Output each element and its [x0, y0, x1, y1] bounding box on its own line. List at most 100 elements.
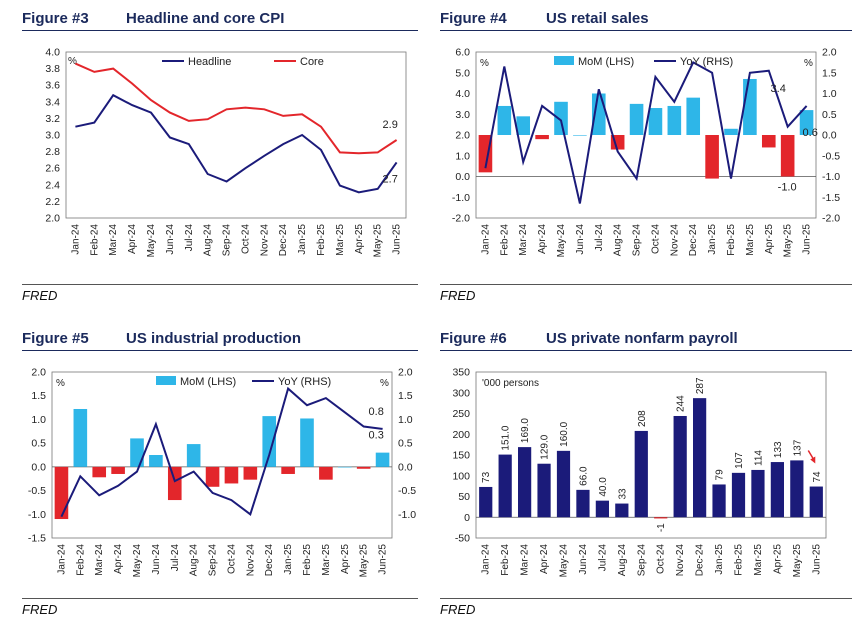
x-tick-label: Mar-24 [520, 544, 531, 576]
legend-swatch [156, 376, 176, 385]
bar [243, 466, 258, 480]
bar [686, 97, 701, 135]
unit-label-left: % [480, 58, 489, 69]
figure-4-panel: Figure #4 US retail sales -2.0 -1.0 0.0 1.0… [440, 8, 852, 308]
bar [205, 466, 220, 487]
y-tick-label: 2.0 [398, 367, 413, 379]
annotation-arrowhead [810, 456, 816, 464]
y-tick-label: 4.0 [45, 47, 60, 59]
data-label: 137 [792, 439, 803, 456]
bar [724, 128, 738, 135]
data-label: 107 [734, 452, 745, 469]
bar [615, 503, 629, 518]
data-label: 66.0 [578, 466, 589, 486]
bar [576, 489, 590, 518]
bar [498, 454, 512, 518]
x-tick-label: Oct-24 [240, 224, 251, 254]
x-tick-label: Aug-24 [617, 544, 628, 577]
x-tick-label: Aug-24 [613, 224, 624, 257]
x-tick-label: May-24 [132, 544, 143, 578]
x-tick-label: Sep-24 [222, 224, 233, 257]
x-tick-label: Mar-25 [321, 544, 332, 576]
bar [693, 398, 707, 518]
y-tick-label: 1.5 [822, 67, 837, 79]
x-tick-label: Feb-25 [302, 544, 313, 576]
y-tick-label: 6.0 [455, 47, 470, 59]
y-tick-label: -50 [455, 533, 470, 545]
x-tick-label: Jun-24 [165, 224, 176, 255]
x-tick-label: Jan-25 [714, 544, 725, 575]
series-line-headline [75, 93, 398, 194]
legend-swatch [554, 56, 574, 65]
source-label: FRED [440, 602, 476, 617]
figure-6-panel: Figure #6 US private nonfarm payroll -50… [440, 328, 852, 628]
x-tick-label: May-25 [373, 224, 384, 258]
y-tick-label: 0.0 [31, 461, 46, 473]
x-tick-label: Jan-25 [297, 224, 308, 255]
bar [281, 466, 295, 474]
x-tick-label: Apr-25 [354, 224, 365, 254]
data-label: 114 [753, 450, 764, 466]
bar [573, 135, 587, 136]
x-tick-label: Mar-25 [335, 224, 346, 256]
bar [73, 408, 88, 467]
x-tick-label: Feb-25 [316, 224, 327, 256]
y-tick-label: 300 [452, 387, 470, 399]
x-tick-label: Jan-24 [481, 544, 492, 575]
figure-header: Figure #6 US private nonfarm payroll [440, 328, 852, 351]
data-label: -1.0 [778, 182, 797, 194]
plot-area [51, 371, 393, 539]
figure-label: Figure #6 [440, 330, 507, 347]
data-label: 0.6 [803, 127, 818, 139]
industrial-production-chart: -1.5 -1.0 -0.5 0.0 0.5 1.0 1.5 2.0 -1.0 -0.5 0.0 0.… [28, 367, 416, 578]
data-label: 0.3 [369, 430, 384, 442]
bar [648, 108, 663, 135]
x-tick-label: Apr-25 [764, 224, 775, 254]
series-line-yoy [60, 386, 383, 518]
figure-label: Figure #5 [22, 330, 89, 347]
y-tick-label: -1.0 [398, 509, 416, 521]
data-label: 244 [676, 395, 687, 412]
x-tick-label: Apr-24 [539, 544, 550, 574]
figure-footer [22, 284, 418, 285]
plot-area [475, 51, 817, 219]
x-tick-label: Jun-24 [575, 224, 586, 255]
x-tick-label: Dec-24 [278, 224, 289, 257]
bar [479, 486, 493, 518]
x-tick-label: Apr-24 [537, 224, 548, 254]
x-tick-label: Sep-24 [208, 544, 219, 577]
x-tick-label: Sep-24 [632, 224, 643, 257]
figure-header: Figure #3 Headline and core CPI [22, 8, 418, 31]
x-tick-label: Jul-24 [597, 544, 608, 572]
figure-footer [22, 598, 418, 599]
bar [634, 430, 648, 518]
bar [535, 135, 549, 140]
figure-title: US retail sales [546, 10, 649, 27]
bar [319, 466, 333, 480]
x-tick-label: Jun-25 [811, 544, 822, 575]
legend-label: YoY (RHS) [680, 56, 733, 68]
y-tick-label: 4.0 [455, 88, 470, 100]
x-tick-label: Jan-25 [707, 224, 718, 255]
y-tick-label: 50 [458, 491, 470, 503]
bar [130, 438, 144, 467]
y-tick-label: 2.2 [45, 196, 60, 208]
series-line-core [74, 62, 398, 155]
figure-footer [440, 598, 852, 599]
y-tick-label: 2.0 [822, 47, 837, 59]
x-tick-label: Aug-24 [203, 224, 214, 257]
bar [799, 110, 814, 135]
legend-label: MoM (LHS) [578, 56, 634, 68]
data-label: 2.9 [383, 119, 398, 131]
y-tick-label: 5.0 [455, 67, 470, 79]
bar [743, 78, 757, 135]
data-label: 169.0 [520, 418, 531, 443]
unit-label-right: % [804, 58, 813, 69]
bar [54, 466, 69, 520]
bar [780, 135, 795, 177]
series-line-yoy [484, 61, 808, 204]
bar [556, 450, 571, 518]
y-tick-label: -1.5 [28, 533, 46, 545]
y-tick-label: -1.0 [822, 171, 840, 183]
x-tick-label: Oct-24 [650, 224, 661, 254]
